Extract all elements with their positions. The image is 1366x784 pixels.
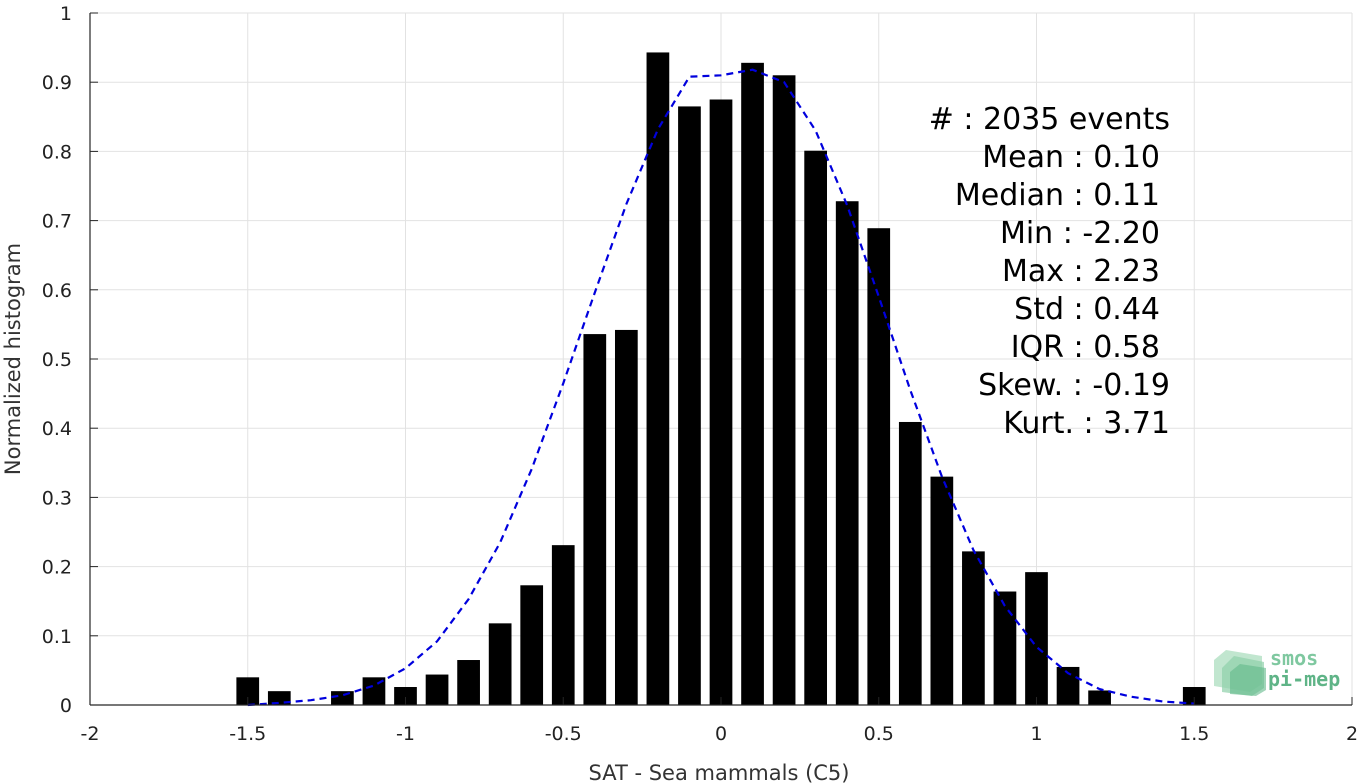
histogram-bar [993, 591, 1017, 705]
histogram-bar [1088, 690, 1111, 705]
x-tick-label: 2 [1346, 723, 1358, 745]
y-tick-label: 0.5 [42, 349, 72, 371]
histogram-bar [236, 677, 260, 705]
x-tick-labels: -2 -1.5 -1 -0.5 0 0.5 1 1.5 2 [81, 723, 1359, 745]
y-axis-label: Normalized histogram [1, 243, 25, 475]
histogram-bar [867, 228, 891, 705]
stat-line: Kurt. : 3.71 [1003, 406, 1170, 441]
histogram-bar [331, 691, 354, 705]
x-tick-label: -1.5 [229, 723, 266, 745]
histogram-bar [772, 75, 796, 705]
histogram-bar [551, 545, 575, 705]
histogram-bar [1025, 572, 1048, 705]
histogram-bar [1056, 666, 1080, 705]
stat-line: Median : 0.11 [955, 178, 1160, 213]
x-tick-label: 1.5 [1179, 723, 1209, 745]
fit-curve [247, 68, 1195, 707]
stat-line: Max : 2.23 [1002, 254, 1160, 289]
smos-pi-mep-logo: smos pi-mep [1214, 646, 1340, 696]
histogram-bar [583, 334, 607, 705]
x-tick-label: -2 [81, 723, 100, 745]
histogram-bar [646, 52, 670, 706]
y-tick-label: 0.3 [42, 487, 72, 509]
histogram-bar [709, 99, 733, 705]
logo-line-2: pi-mep [1268, 667, 1340, 691]
x-axis-label: SAT - Sea mammals (C5) [589, 761, 850, 784]
histogram-bar [362, 677, 386, 705]
stat-line: Min : -2.20 [1000, 216, 1160, 251]
histogram-bar [930, 476, 954, 705]
histogram-bar [614, 329, 638, 705]
histogram-bar [741, 62, 764, 706]
histogram-bar [835, 201, 859, 705]
histogram-bar [457, 660, 480, 705]
stat-line: IQR : 0.58 [1011, 330, 1160, 365]
y-tick-label: 1 [60, 3, 72, 25]
axes [89, 12, 1353, 706]
histogram-bar [962, 551, 985, 705]
histogram-bar [488, 623, 512, 705]
stat-line: Skew. : -0.19 [978, 368, 1170, 403]
y-tick-label: 0.1 [42, 626, 72, 648]
histogram-bar [394, 687, 417, 705]
histogram-bar [425, 674, 449, 705]
histogram-bar [804, 150, 828, 705]
logo-line-1: smos [1270, 646, 1318, 670]
histogram-bar [520, 585, 544, 705]
x-tick-label: 1 [1030, 723, 1042, 745]
stat-line: Std : 0.44 [1014, 292, 1160, 327]
y-tick-label: 0.7 [42, 211, 72, 233]
y-tick-label: 0.6 [42, 280, 72, 302]
stat-line: Mean : 0.10 [982, 140, 1160, 175]
stat-line: # : 2035 events [929, 102, 1170, 137]
histogram-bar [898, 421, 922, 705]
histogram-bar [678, 106, 701, 706]
y-tick-label: 0.9 [42, 72, 72, 94]
y-tick-label: 0.2 [42, 557, 72, 579]
histogram-bar [1182, 687, 1206, 705]
y-tick-label: 0.8 [42, 141, 72, 163]
x-tick-label: 0.5 [864, 723, 894, 745]
y-tick-labels: 0 0.1 0.2 0.3 0.4 0.5 0.6 0.7 0.8 0.9 1 [42, 3, 72, 717]
bars [236, 52, 1206, 706]
x-tick-label: -1 [396, 723, 415, 745]
logo-waves-icon [1214, 650, 1266, 696]
y-tick-label: 0.4 [42, 418, 72, 440]
y-tick-label: 0 [60, 695, 72, 717]
x-tick-label: -0.5 [545, 723, 582, 745]
x-tick-label: 0 [715, 723, 727, 745]
